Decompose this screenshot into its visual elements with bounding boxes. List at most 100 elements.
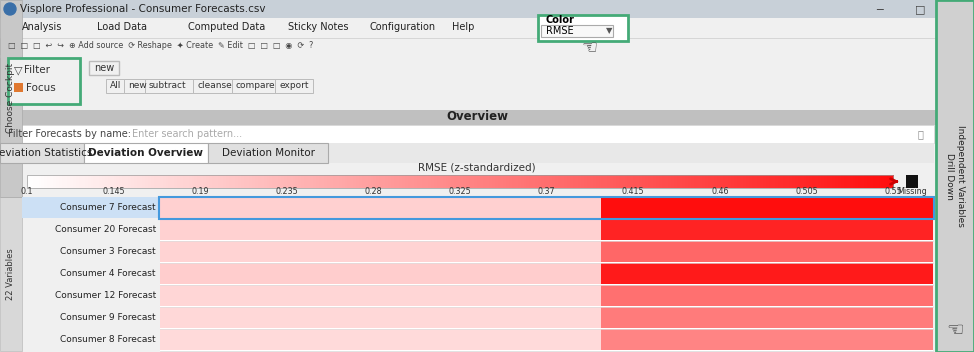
Bar bbox=[370, 175, 374, 188]
Bar bbox=[244, 175, 246, 188]
Bar bbox=[279, 175, 281, 188]
Bar bbox=[310, 175, 314, 188]
Bar bbox=[85, 175, 88, 188]
Bar bbox=[393, 175, 397, 188]
Bar bbox=[711, 175, 715, 188]
Bar bbox=[884, 175, 887, 188]
Bar bbox=[235, 175, 239, 188]
Bar bbox=[50, 175, 54, 188]
Bar bbox=[396, 175, 400, 188]
Bar bbox=[125, 175, 129, 188]
Text: 0.55: 0.55 bbox=[884, 188, 902, 196]
Bar bbox=[420, 175, 423, 188]
Bar bbox=[579, 175, 581, 188]
Bar bbox=[671, 175, 674, 188]
Bar bbox=[91, 175, 94, 188]
Bar bbox=[402, 175, 405, 188]
Bar bbox=[936, 0, 974, 352]
Bar bbox=[737, 175, 740, 188]
Bar bbox=[249, 175, 252, 188]
Bar bbox=[613, 175, 617, 188]
Bar bbox=[286, 175, 290, 188]
Bar bbox=[824, 175, 827, 188]
Bar bbox=[509, 175, 512, 188]
Text: Computed Data: Computed Data bbox=[188, 22, 265, 32]
Bar bbox=[124, 79, 147, 93]
Text: Choose Cockpit: Choose Cockpit bbox=[7, 63, 16, 133]
Bar bbox=[229, 175, 233, 188]
Bar bbox=[677, 175, 680, 188]
Bar bbox=[445, 175, 449, 188]
Bar bbox=[417, 175, 420, 188]
Bar bbox=[601, 285, 933, 306]
Bar bbox=[573, 175, 576, 188]
Bar bbox=[602, 175, 605, 188]
Bar bbox=[61, 175, 65, 188]
Text: 22 Variables: 22 Variables bbox=[7, 248, 16, 300]
Text: Analysis: Analysis bbox=[22, 22, 62, 32]
Bar bbox=[518, 175, 521, 188]
Bar bbox=[743, 175, 746, 188]
Bar bbox=[839, 175, 842, 188]
Text: Deviation Monitor: Deviation Monitor bbox=[221, 148, 315, 158]
Bar bbox=[624, 175, 628, 188]
Bar bbox=[766, 175, 769, 188]
Bar bbox=[45, 175, 48, 188]
Bar bbox=[76, 175, 80, 188]
Bar bbox=[324, 175, 327, 188]
Text: Deviation Statistics: Deviation Statistics bbox=[0, 148, 93, 158]
Bar bbox=[651, 175, 654, 188]
Bar bbox=[454, 175, 458, 188]
Bar bbox=[88, 175, 91, 188]
Bar bbox=[70, 175, 74, 188]
Bar bbox=[567, 175, 570, 188]
Bar bbox=[136, 175, 140, 188]
Bar bbox=[633, 175, 637, 188]
Bar bbox=[0, 0, 974, 18]
Bar bbox=[160, 197, 933, 351]
Circle shape bbox=[4, 3, 16, 15]
Bar bbox=[133, 175, 137, 188]
Bar bbox=[601, 307, 933, 328]
Bar bbox=[298, 175, 302, 188]
Bar bbox=[42, 175, 45, 188]
Bar bbox=[313, 175, 317, 188]
Bar bbox=[47, 175, 51, 188]
Bar bbox=[27, 175, 893, 188]
Bar bbox=[636, 175, 640, 188]
Bar bbox=[480, 175, 484, 188]
Text: 0.415: 0.415 bbox=[621, 188, 645, 196]
Bar bbox=[590, 175, 593, 188]
Bar bbox=[881, 175, 884, 188]
Bar bbox=[211, 175, 215, 188]
Bar bbox=[483, 175, 486, 188]
Bar bbox=[699, 175, 703, 188]
Text: Help: Help bbox=[452, 22, 474, 32]
Text: Configuration: Configuration bbox=[370, 22, 436, 32]
Bar bbox=[123, 175, 126, 188]
Text: Filter Forecasts by name:: Filter Forecasts by name: bbox=[8, 129, 131, 139]
Bar bbox=[768, 175, 772, 188]
Bar bbox=[160, 241, 601, 262]
Bar bbox=[642, 175, 645, 188]
Text: RMSE (z-standardized): RMSE (z-standardized) bbox=[418, 163, 536, 173]
Bar bbox=[466, 175, 469, 188]
Bar bbox=[423, 175, 426, 188]
Text: Consumer 20 Forecast: Consumer 20 Forecast bbox=[55, 226, 156, 234]
Text: □: □ bbox=[915, 4, 925, 14]
Text: 0.28: 0.28 bbox=[364, 188, 382, 196]
Bar bbox=[267, 175, 270, 188]
Bar bbox=[546, 175, 550, 188]
Bar bbox=[145, 175, 149, 188]
Bar bbox=[429, 175, 431, 188]
Text: Visplore Professional - Consumer Forecasts.csv: Visplore Professional - Consumer Forecas… bbox=[20, 4, 266, 14]
Bar bbox=[336, 175, 339, 188]
Bar bbox=[561, 175, 564, 188]
Bar bbox=[275, 79, 313, 93]
Bar bbox=[411, 175, 414, 188]
Bar bbox=[169, 175, 171, 188]
Bar bbox=[399, 175, 403, 188]
Bar bbox=[593, 175, 596, 188]
Bar bbox=[316, 175, 319, 188]
Bar bbox=[391, 175, 394, 188]
